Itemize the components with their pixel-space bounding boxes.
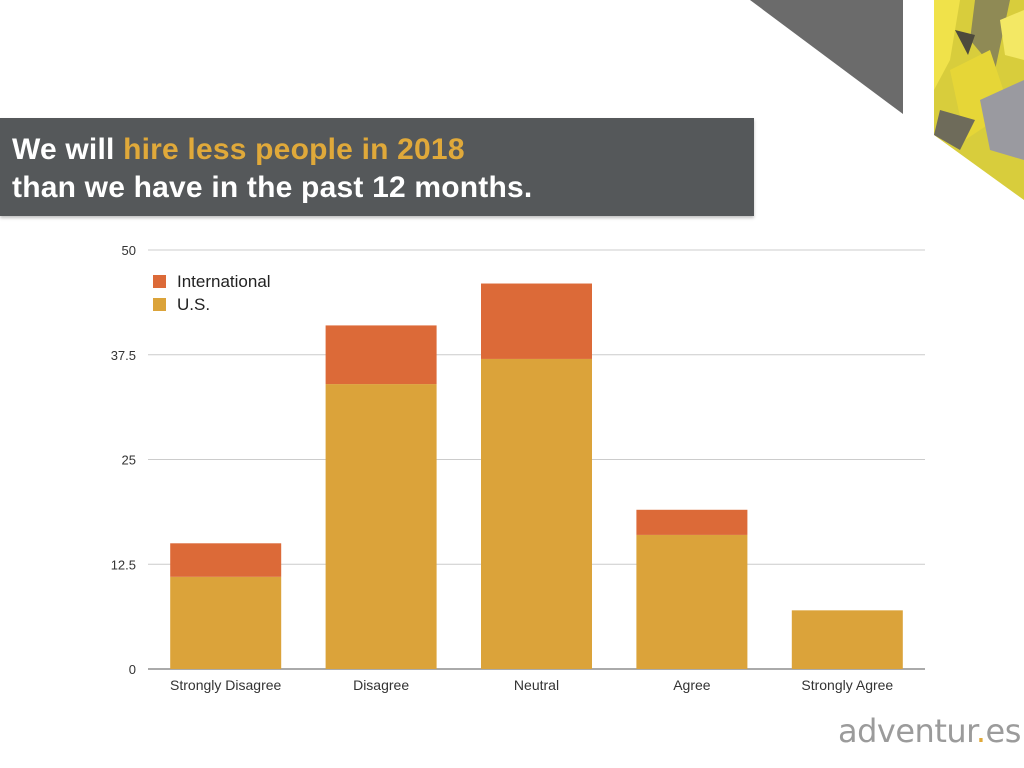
legend-label: International — [177, 272, 271, 291]
y-tick-label: 25 — [122, 453, 136, 468]
x-tick-label: Agree — [673, 677, 711, 693]
legend-swatch — [153, 275, 166, 288]
brand-dot: . — [975, 712, 986, 750]
title-prefix: We will — [12, 133, 124, 166]
bar-u-s — [481, 358, 592, 669]
bar-u-s — [636, 534, 748, 669]
x-tick-label: Disagree — [353, 677, 409, 693]
bar-international — [636, 509, 748, 535]
title-highlight: hire less people in 2018 — [123, 133, 465, 166]
y-tick-label: 0 — [129, 662, 136, 677]
bar-international — [170, 543, 282, 577]
bar-international — [481, 283, 592, 359]
x-tick-label: Neutral — [514, 677, 559, 693]
title-line-2: than we have in the past 12 months. — [12, 171, 533, 204]
y-tick-label: 50 — [122, 243, 136, 258]
y-tick-label: 12.5 — [111, 557, 136, 572]
title-banner: We will hire less people in 2018 than we… — [0, 118, 754, 216]
legend-swatch — [153, 298, 166, 311]
bar-international — [325, 325, 437, 385]
x-tick-label: Strongly Agree — [801, 677, 893, 693]
bar-u-s — [791, 610, 903, 669]
bar-u-s — [325, 384, 437, 669]
brand-logo: adventur.es — [838, 712, 1021, 750]
x-tick-label: Strongly Disagree — [170, 677, 281, 693]
y-tick-label: 37.5 — [111, 348, 136, 363]
bar-u-s — [170, 576, 282, 669]
title-line-1: We will hire less people in 2018 — [12, 133, 465, 167]
legend-label: U.S. — [177, 295, 210, 314]
brand-name: adventur — [838, 712, 976, 750]
brand-suffix: es — [985, 712, 1022, 750]
